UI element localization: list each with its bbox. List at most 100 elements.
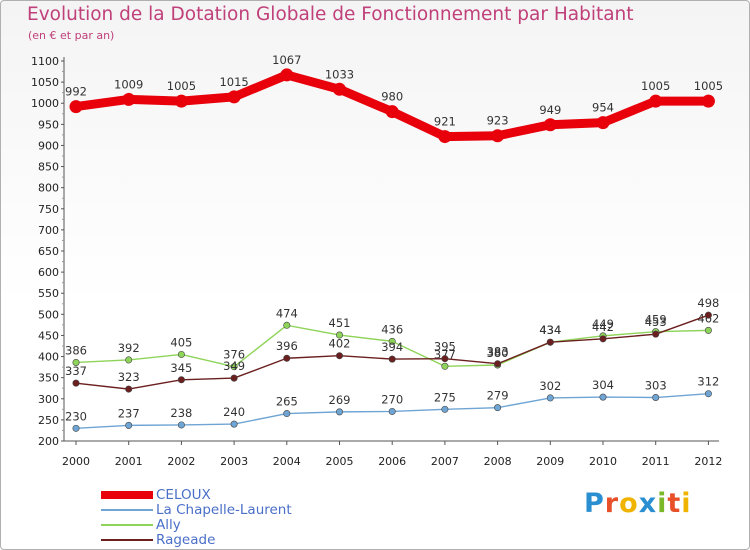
legend-item-la-chapelle-laurent: La Chapelle-Laurent bbox=[101, 501, 292, 518]
legend-label-rageade: Rageade bbox=[156, 531, 216, 548]
data-label-ally: 449 bbox=[592, 317, 614, 331]
data-point-la-chapelle-laurent bbox=[125, 421, 133, 429]
data-label-ally: 405 bbox=[170, 335, 192, 349]
data-label-la-chapelle-laurent: 279 bbox=[487, 389, 509, 403]
data-point-ally bbox=[125, 356, 133, 364]
x-tick-label: 2002 bbox=[167, 455, 195, 468]
x-tick-label: 2004 bbox=[273, 455, 301, 468]
y-tick-label: 700 bbox=[38, 224, 59, 237]
data-point-rageade bbox=[335, 352, 343, 360]
x-tick-label: 2000 bbox=[62, 455, 90, 468]
data-label-rageade: 383 bbox=[487, 345, 509, 359]
legend-swatch-celoux bbox=[101, 490, 153, 499]
data-label-rageade: 395 bbox=[434, 340, 456, 354]
data-point-ally bbox=[335, 331, 343, 339]
data-point-celoux bbox=[280, 68, 294, 82]
data-label-celoux: 992 bbox=[65, 85, 87, 99]
data-label-ally: 376 bbox=[223, 348, 245, 362]
legend-item-ally: Ally bbox=[101, 516, 292, 533]
data-point-celoux bbox=[438, 130, 452, 144]
data-point-rageade bbox=[388, 355, 396, 363]
y-tick-label: 850 bbox=[38, 161, 59, 174]
legend-label-la-chapelle-laurent: La Chapelle-Laurent bbox=[156, 501, 292, 518]
data-point-rageade bbox=[652, 330, 660, 338]
logo-letter: o bbox=[619, 488, 639, 519]
x-tick-label: 2009 bbox=[536, 455, 564, 468]
data-label-celoux: 1005 bbox=[167, 79, 196, 93]
data-label-celoux: 1005 bbox=[641, 79, 670, 93]
data-label-la-chapelle-laurent: 269 bbox=[329, 393, 351, 407]
logo-letter: P bbox=[584, 488, 605, 519]
y-tick-label: 450 bbox=[38, 329, 59, 342]
data-label-ally: 386 bbox=[65, 343, 87, 357]
data-label-rageade: 337 bbox=[65, 364, 87, 378]
legend-swatch-ally bbox=[101, 523, 153, 526]
data-label-la-chapelle-laurent: 238 bbox=[170, 406, 192, 420]
data-point-celoux bbox=[122, 92, 136, 106]
data-label-celoux: 1067 bbox=[272, 53, 301, 67]
data-point-la-chapelle-laurent bbox=[546, 394, 554, 402]
y-tick-label: 550 bbox=[38, 287, 59, 300]
data-label-la-chapelle-laurent: 270 bbox=[381, 392, 403, 406]
data-label-ally: 434 bbox=[539, 323, 561, 337]
legend-swatch-la-chapelle-laurent bbox=[101, 508, 153, 511]
logo-letter: r bbox=[604, 488, 620, 519]
data-point-la-chapelle-laurent bbox=[599, 393, 607, 401]
data-label-ally: 474 bbox=[276, 306, 298, 320]
legend-item-rageade: Rageade bbox=[101, 531, 292, 548]
legend-label-celoux: CELOUX bbox=[156, 486, 211, 503]
y-tick-label: 350 bbox=[38, 372, 59, 385]
data-label-ally: 436 bbox=[381, 322, 403, 336]
data-point-la-chapelle-laurent bbox=[388, 407, 396, 415]
data-point-la-chapelle-laurent bbox=[704, 390, 712, 398]
data-point-rageade bbox=[441, 355, 449, 363]
data-point-celoux bbox=[543, 118, 557, 132]
y-tick-label: 300 bbox=[38, 393, 59, 406]
logo-letter: i bbox=[657, 488, 668, 519]
data-point-celoux bbox=[69, 100, 83, 114]
data-label-celoux: 1005 bbox=[694, 79, 723, 93]
data-label-celoux: 1015 bbox=[219, 75, 248, 89]
data-label-rageade: 434 bbox=[539, 323, 561, 337]
data-label-celoux: 923 bbox=[487, 114, 509, 128]
y-tick-label: 400 bbox=[38, 351, 59, 364]
data-label-ally: 380 bbox=[487, 346, 509, 360]
data-label-rageade: 345 bbox=[170, 361, 192, 375]
data-label-celoux: 980 bbox=[381, 90, 403, 104]
data-point-rageade bbox=[72, 379, 80, 387]
legend-item-celoux: CELOUX bbox=[101, 486, 292, 503]
data-point-la-chapelle-laurent bbox=[494, 404, 502, 412]
data-label-rageade: 394 bbox=[381, 340, 403, 354]
data-point-rageade bbox=[283, 354, 291, 362]
chart-title: Evolution de la Dotation Globale de Fonc… bbox=[27, 4, 634, 25]
y-tick-label: 950 bbox=[38, 118, 59, 131]
data-label-la-chapelle-laurent: 240 bbox=[223, 405, 245, 419]
y-tick-label: 1000 bbox=[31, 97, 59, 110]
legend: CELOUX La Chapelle-Laurent Ally Rageade bbox=[101, 486, 292, 548]
data-label-ally: 392 bbox=[118, 341, 140, 355]
y-tick-label: 250 bbox=[38, 414, 59, 427]
data-label-celoux: 949 bbox=[539, 103, 561, 117]
data-label-ally: 459 bbox=[645, 313, 667, 327]
data-label-la-chapelle-laurent: 302 bbox=[539, 379, 561, 393]
x-tick-label: 2008 bbox=[484, 455, 512, 468]
data-point-la-chapelle-laurent bbox=[177, 421, 185, 429]
data-point-celoux bbox=[701, 94, 715, 108]
y-tick-label: 600 bbox=[38, 266, 59, 279]
y-tick-label: 650 bbox=[38, 245, 59, 258]
data-point-rageade bbox=[599, 335, 607, 343]
data-point-ally bbox=[704, 326, 712, 334]
chart-subtitle: (en € et par an) bbox=[28, 29, 115, 42]
data-label-rageade: 498 bbox=[697, 296, 719, 310]
data-label-rageade: 453 bbox=[645, 315, 667, 329]
data-point-la-chapelle-laurent bbox=[335, 408, 343, 416]
data-label-ally: 377 bbox=[434, 347, 456, 361]
legend-label-ally: Ally bbox=[156, 516, 181, 533]
data-label-rageade: 442 bbox=[592, 320, 614, 334]
data-point-ally bbox=[230, 363, 238, 371]
logo-letter: x bbox=[638, 488, 658, 519]
data-point-celoux bbox=[333, 82, 346, 96]
data-point-celoux bbox=[385, 105, 399, 119]
data-point-la-chapelle-laurent bbox=[230, 420, 238, 428]
